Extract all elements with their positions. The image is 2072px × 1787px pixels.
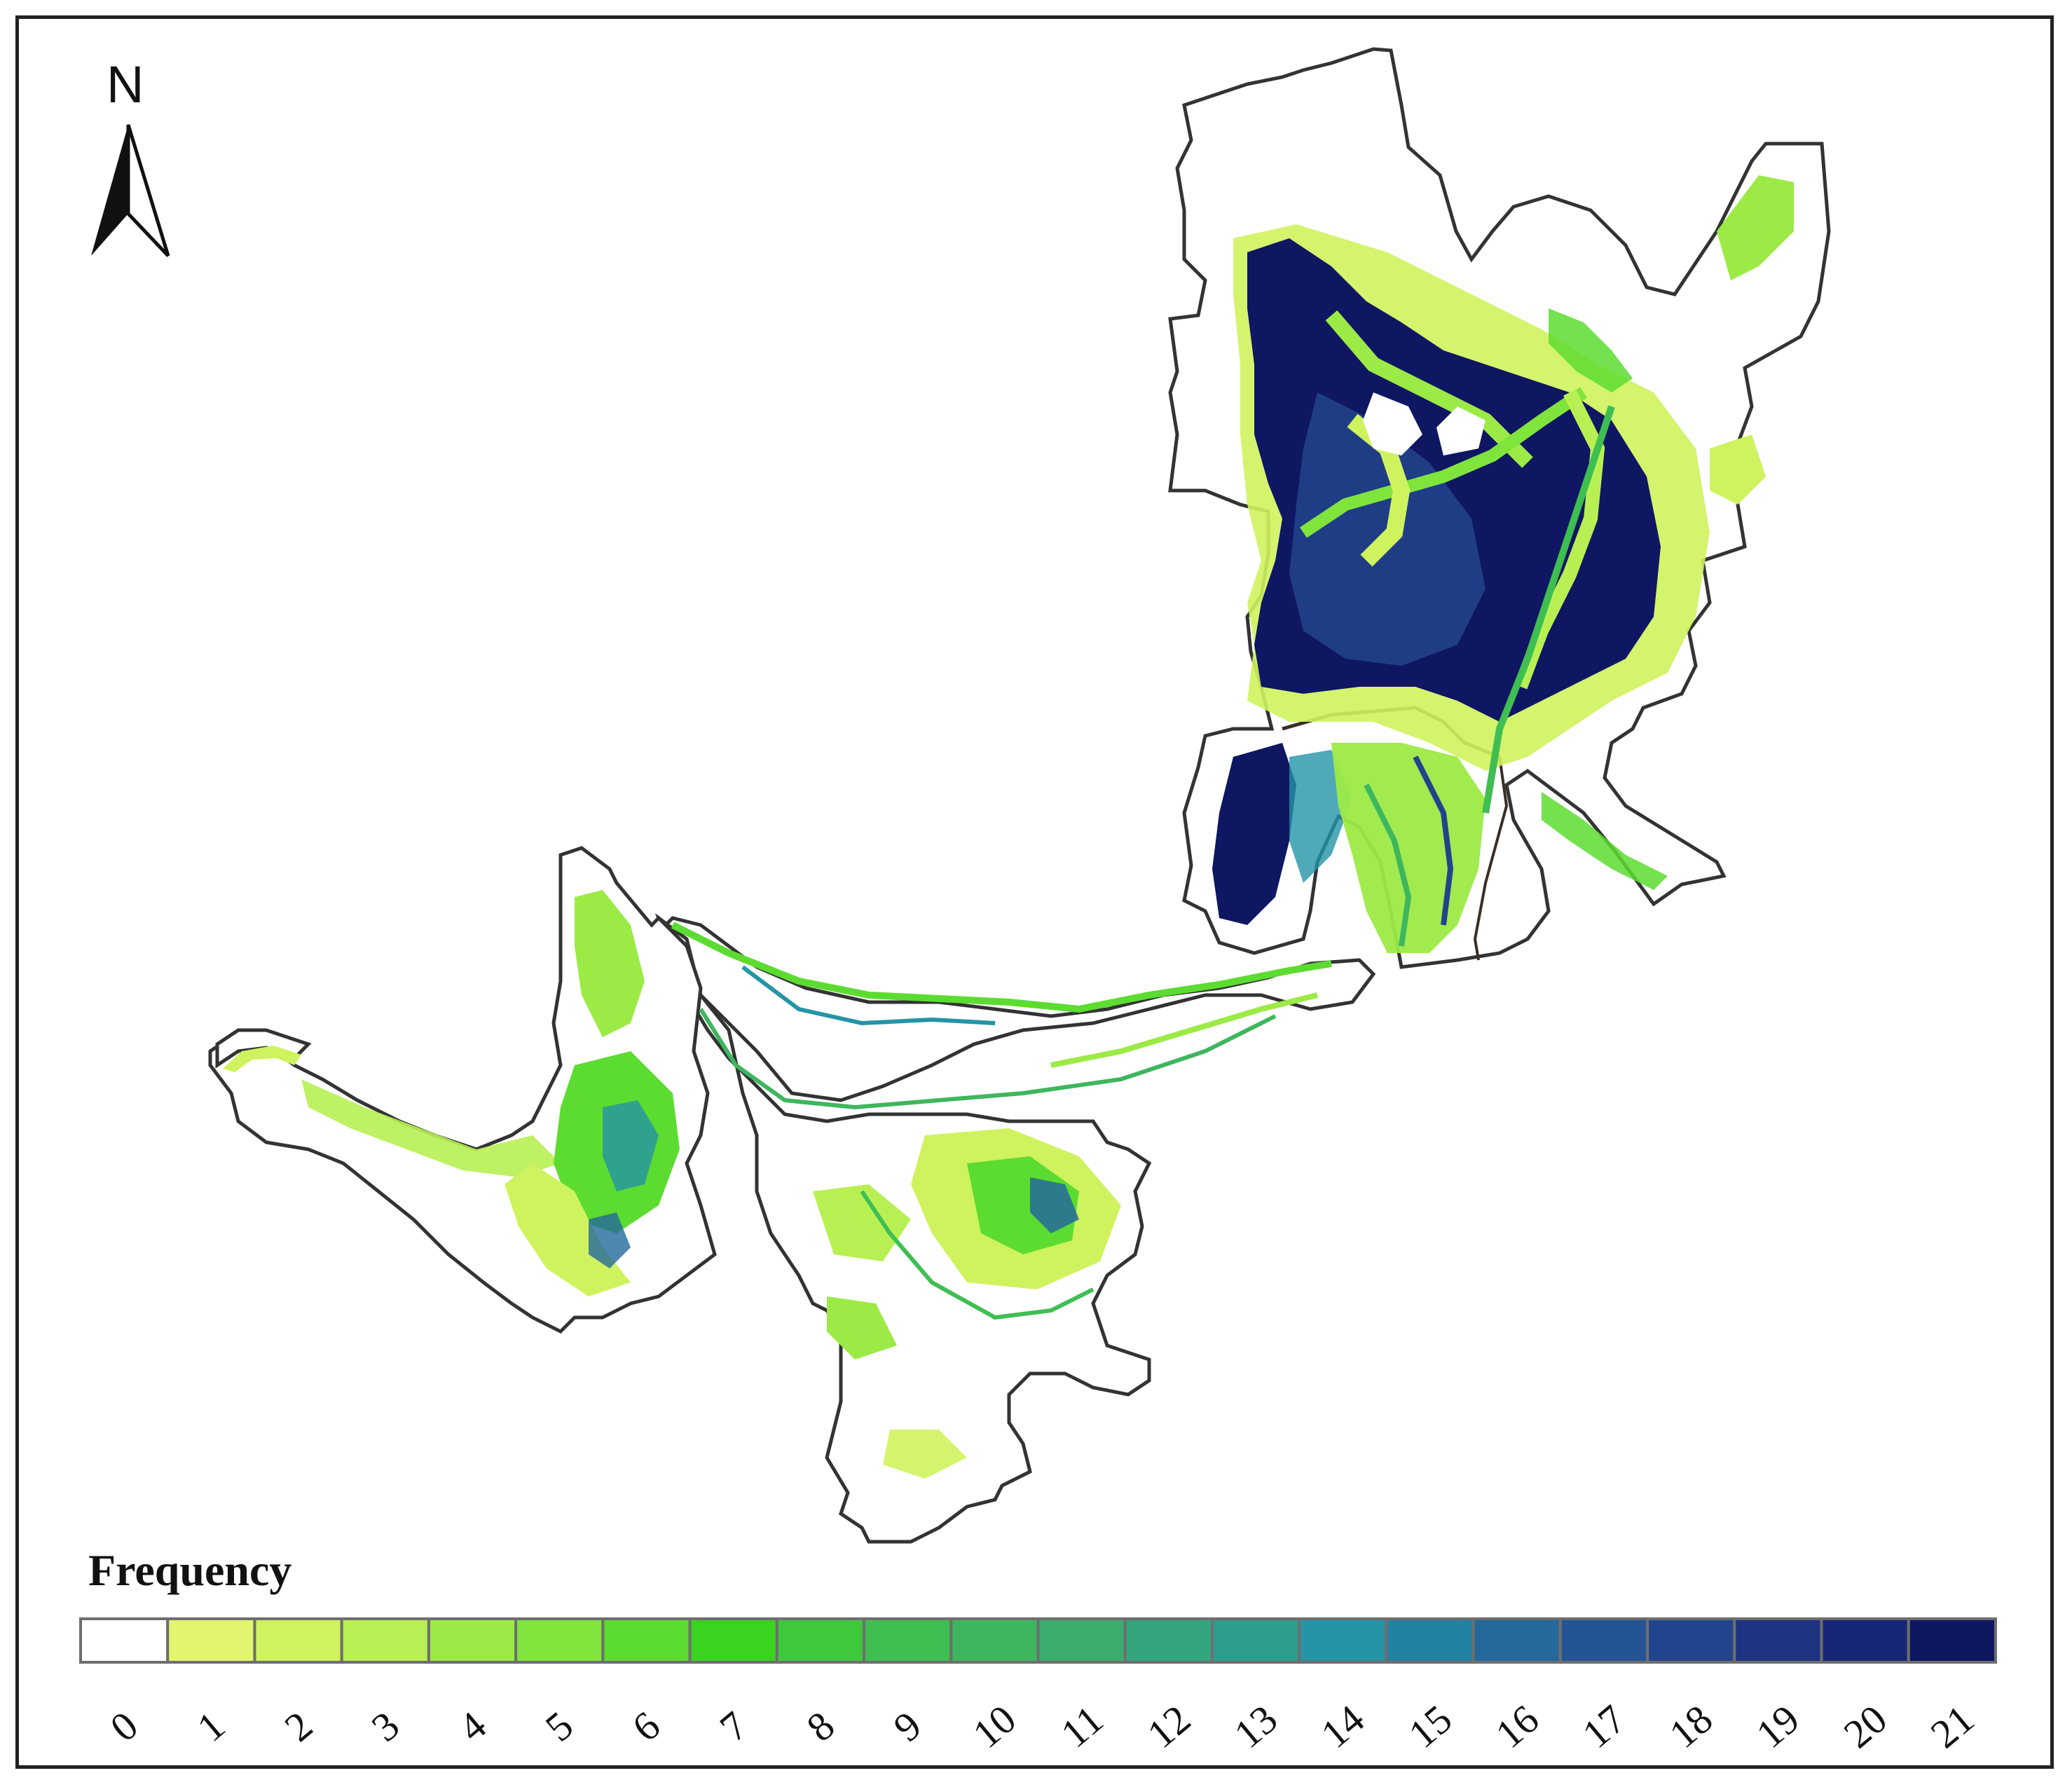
freq-westcentral-a (575, 890, 645, 1037)
legend-swatch-9 (863, 1617, 953, 1664)
legend-swatch-14 (1298, 1617, 1388, 1664)
legend-swatch-20 (1820, 1617, 1910, 1664)
legend-swatch-4 (427, 1617, 518, 1664)
legend-swatch-11 (1036, 1617, 1127, 1664)
north-arrow-icon (91, 124, 170, 257)
freq-channel-streak-c (1050, 992, 1318, 1068)
legend-colorbar (79, 1617, 1997, 1664)
freq-ne-band-b (1300, 387, 1587, 538)
map-frame (15, 15, 2054, 1769)
legend-swatch-10 (949, 1617, 1040, 1664)
freq-channel-streak-a (741, 965, 996, 1026)
north-label: N (107, 55, 144, 114)
freq-ne-north-arm (1549, 308, 1633, 392)
freq-ne-east-arm-b (1710, 434, 1766, 505)
freq-central-d (813, 1184, 911, 1261)
freq-westcentral-d (505, 1163, 631, 1296)
freq-sw-subbasin (1212, 743, 1296, 925)
legend-swatch-7 (688, 1617, 778, 1664)
legend-title: Frequency (88, 1545, 292, 1595)
legend-swatch-2 (253, 1617, 343, 1664)
lake-body (208, 47, 1831, 1544)
legend-swatch-16 (1471, 1617, 1562, 1664)
freq-central-e (883, 1430, 967, 1479)
freq-westcentral-e (589, 1212, 631, 1268)
legend-swatch-3 (340, 1617, 430, 1664)
freq-ne-band-a (1325, 310, 1533, 468)
freq-west-hook (223, 1046, 301, 1072)
legend-swatch-1 (166, 1617, 256, 1664)
legend-swatch-15 (1385, 1617, 1475, 1664)
freq-se-channel (1482, 405, 1615, 814)
legend-swatch-6 (601, 1617, 692, 1664)
basin-divider-line-south (1473, 756, 1509, 961)
legend-swatch-21 (1907, 1617, 1997, 1664)
freq-west-channel (301, 1079, 561, 1177)
freq-ne-band-d (1514, 389, 1605, 690)
legend-swatch-19 (1733, 1617, 1823, 1664)
frequency-fill (223, 175, 1794, 1479)
freq-s-subbasin-streak-b (1364, 783, 1412, 947)
legend-swatch-8 (775, 1617, 866, 1664)
freq-ne-east-arm (1717, 175, 1794, 280)
freq-channel-streak-b (699, 1008, 1277, 1110)
legend-swatch-0 (79, 1617, 170, 1664)
freq-westcentral-c (603, 1100, 659, 1191)
freq-channel-north-edge (671, 922, 1332, 1013)
freq-central-streak (860, 1190, 1095, 1320)
legend-swatch-17 (1558, 1617, 1649, 1664)
freq-ne-island (1363, 392, 1422, 456)
freq-ne-island-b (1436, 406, 1486, 456)
freq-s-subbasin-streak (1413, 755, 1454, 926)
freq-se-arm (1542, 792, 1668, 890)
legend-swatch-13 (1210, 1617, 1301, 1664)
freq-central-f (827, 1296, 897, 1360)
legend-swatch-18 (1646, 1617, 1736, 1664)
freq-central-c (1030, 1177, 1079, 1233)
legend-swatch-12 (1123, 1617, 1214, 1664)
legend-swatch-5 (514, 1617, 605, 1664)
